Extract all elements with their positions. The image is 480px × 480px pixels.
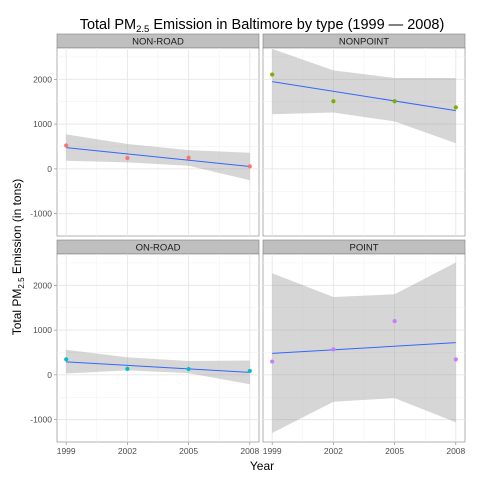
y-tick-label: 2000	[33, 74, 52, 84]
chart-title-subscript: 2.5	[136, 24, 149, 35]
y-axis-ticks: -1000 0 1000 2000 -1000 0 1000 2000	[30, 74, 57, 425]
facet-on-road: ON-ROAD	[56, 239, 260, 443]
data-point	[453, 357, 458, 362]
y-tick-label: -1000	[30, 415, 52, 425]
x-tick-label: 1999	[57, 446, 76, 456]
y-tick-label: 2000	[33, 280, 52, 290]
y-tick-label: 0	[47, 370, 52, 380]
facet-strip-label: NON-ROAD	[132, 36, 184, 47]
data-point	[331, 99, 336, 104]
y-axis-title: Total PM2.5 Emission (in tons)	[10, 179, 26, 336]
data-point	[270, 72, 275, 77]
data-point	[392, 319, 397, 324]
facet-strip-label: ON-ROAD	[136, 242, 181, 253]
chart-title: Total PM2.5 Emission in Baltimore by typ…	[80, 17, 445, 35]
facet-nonpoint: NONPOINT	[262, 33, 466, 237]
data-point	[247, 164, 252, 169]
x-axis-ticks: 1999 2002 2005 2008 1999 2002 2005 2008	[57, 442, 466, 456]
data-point	[331, 347, 336, 352]
facet-panels: NON-ROAD NONPOINT ON-ROAD POINT	[56, 33, 466, 443]
y-tick-label: 1000	[33, 119, 52, 129]
data-point	[64, 357, 69, 362]
data-point	[64, 143, 69, 148]
trend-line	[66, 147, 250, 167]
x-tick-label: 2008	[446, 446, 465, 456]
chart-title-rest: Emission in Baltimore by type (1999 — 20…	[149, 17, 444, 33]
data-point	[453, 105, 458, 110]
data-point	[392, 99, 397, 104]
x-tick-label: 2002	[324, 446, 343, 456]
data-point	[270, 359, 275, 364]
data-point	[125, 366, 130, 371]
trend-line	[66, 361, 250, 373]
facet-non-road: NON-ROAD	[56, 33, 260, 237]
y-tick-label: 0	[47, 164, 52, 174]
facet-strip-label: POINT	[349, 242, 378, 253]
x-axis-title: Year	[250, 459, 274, 473]
data-point	[247, 368, 252, 374]
x-tick-label: 2005	[385, 446, 404, 456]
y-axis-title-rest: Emission (in tons)	[10, 179, 24, 278]
y-tick-label: -1000	[30, 209, 52, 219]
y-tick-label: 1000	[33, 325, 52, 335]
x-tick-label: 2002	[118, 446, 137, 456]
data-point	[186, 366, 191, 372]
trend-line	[272, 342, 456, 354]
x-tick-label: 2008	[240, 446, 259, 456]
x-tick-label: 1999	[263, 446, 282, 456]
y-axis-title-subscript: 2.5	[17, 277, 26, 289]
data-point	[125, 155, 130, 161]
trend-line	[272, 81, 456, 112]
facet-point: POINT	[262, 239, 466, 443]
x-tick-label: 2005	[179, 446, 198, 456]
facet-strip-label: NONPOINT	[339, 36, 389, 47]
data-point	[186, 155, 191, 160]
